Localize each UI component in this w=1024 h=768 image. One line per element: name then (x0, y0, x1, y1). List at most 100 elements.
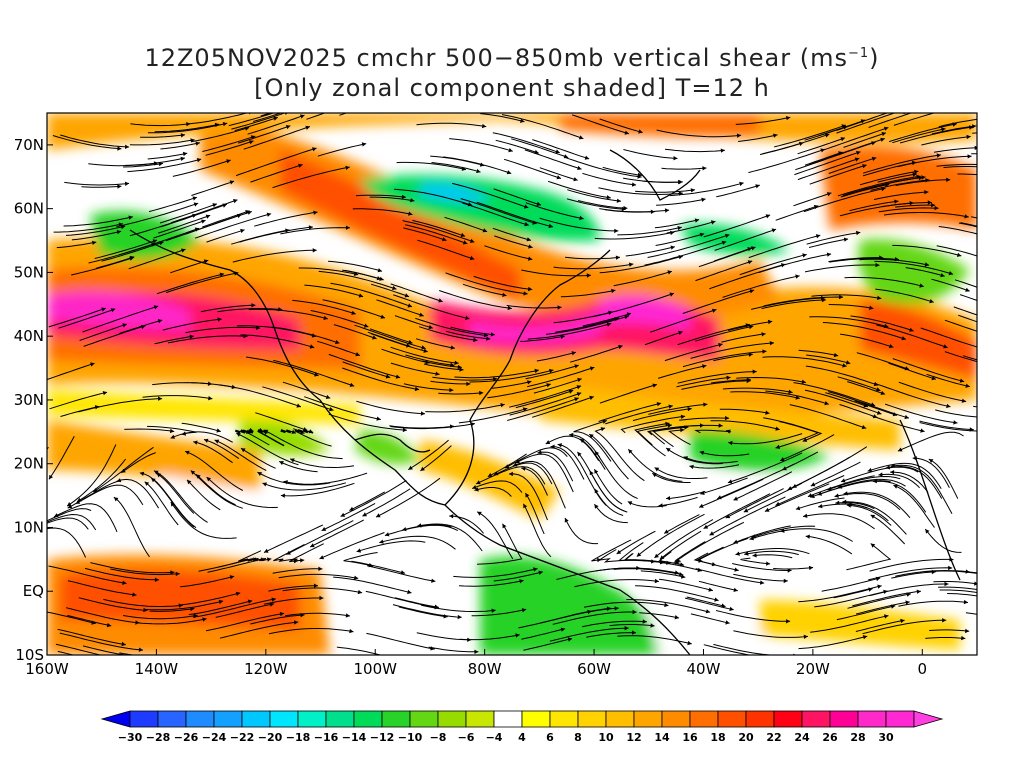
streamline (717, 463, 795, 500)
streamline (354, 324, 426, 349)
streamline-arrow (813, 204, 819, 210)
streamline (677, 371, 757, 384)
streamline (90, 562, 175, 574)
chart-title-line1: 12Z05NOV2025 cmchr 500−850mb vertical sh… (144, 44, 880, 72)
streamline (846, 543, 892, 571)
streamline (207, 557, 272, 573)
streamline-arrow (477, 511, 482, 516)
streamline (696, 537, 749, 562)
streamline-arrow (476, 168, 481, 174)
streamlines-layer (47, 103, 1013, 655)
streamline-arrow (765, 410, 770, 415)
streamline-arrow (569, 432, 574, 438)
streamline (79, 323, 127, 341)
streamline-arrow (218, 599, 224, 605)
streamline-arrow (170, 434, 176, 439)
streamline-arrow (1004, 232, 1009, 236)
streamline (285, 612, 351, 617)
streamline-arrow (319, 555, 325, 560)
streamline-arrow (972, 124, 977, 129)
streamline (268, 585, 318, 592)
streamline (443, 156, 512, 174)
streamline-arrow (876, 410, 882, 415)
streamline (214, 439, 267, 471)
streamline-arrow (335, 339, 340, 345)
streamline-arrow (725, 514, 731, 519)
streamline (186, 479, 221, 511)
streamline-arrow (279, 611, 285, 617)
streamline-arrow (312, 248, 317, 253)
colorbar-label: −16 (314, 731, 339, 744)
streamline (193, 441, 233, 464)
streamline (93, 446, 154, 493)
streamline-arrow (803, 513, 808, 518)
streamline-arrow (990, 258, 995, 262)
streamline (804, 389, 882, 415)
streamline (884, 403, 958, 424)
streamline (148, 196, 198, 213)
streamline-arrow (258, 427, 264, 433)
streamline-arrow (156, 473, 162, 478)
streamline (156, 472, 195, 514)
streamline-arrow (110, 308, 116, 313)
streamline (868, 567, 953, 581)
streamline (472, 480, 523, 493)
streamline-arrow (710, 220, 716, 225)
streamline (188, 600, 253, 616)
streamline-arrow (192, 196, 197, 201)
streamline (484, 245, 533, 260)
streamline (460, 198, 537, 225)
streamline-arrow (207, 381, 213, 386)
streamline-arrow (376, 513, 381, 518)
streamline-arrow (921, 175, 926, 180)
streamline-arrow (425, 360, 430, 365)
streamline (254, 211, 318, 227)
streamline (695, 325, 754, 342)
streamline-arrow (827, 486, 832, 491)
streamline (852, 590, 921, 607)
streamline (938, 226, 977, 235)
streamline-arrow (877, 584, 882, 589)
streamline-arrow (787, 568, 792, 573)
streamline-arrow (506, 170, 512, 175)
streamline-arrow (843, 237, 849, 242)
streamline-arrow (924, 190, 929, 195)
streamline-arrow (703, 402, 708, 407)
streamline (719, 408, 770, 414)
streamline-arrow (924, 262, 930, 267)
streamline-arrow (208, 396, 213, 401)
streamline (695, 260, 753, 282)
streamline-arrow (935, 103, 939, 107)
streamline (579, 438, 606, 470)
streamline (218, 558, 258, 568)
streamline (828, 391, 910, 419)
streamline (149, 607, 195, 612)
streamline-arrow (291, 429, 296, 434)
streamline (476, 511, 514, 560)
streamline-arrow (319, 595, 324, 601)
streamline (759, 142, 804, 155)
streamline-arrow (287, 106, 292, 110)
streamline-arrow (139, 471, 145, 476)
streamline (716, 184, 760, 198)
streamline (172, 159, 231, 177)
streamline-arrow (431, 578, 436, 583)
streamline (185, 211, 252, 235)
streamline (624, 553, 671, 564)
streamline-arrow (504, 464, 510, 469)
streamline (82, 645, 129, 655)
streamline (280, 227, 350, 235)
streamline-arrow (193, 202, 199, 207)
colorbar-label: −4 (486, 731, 503, 744)
streamline (508, 473, 548, 521)
streamline-arrow (94, 405, 100, 410)
streamline-arrow (546, 383, 551, 388)
streamline-arrow (680, 427, 685, 433)
streamline-arrow (702, 166, 707, 171)
streamline-arrow (709, 531, 715, 536)
streamline-arrow (1009, 114, 1013, 118)
streamline-arrow (158, 396, 163, 401)
streamline-arrow (372, 335, 377, 340)
streamline (375, 477, 441, 518)
